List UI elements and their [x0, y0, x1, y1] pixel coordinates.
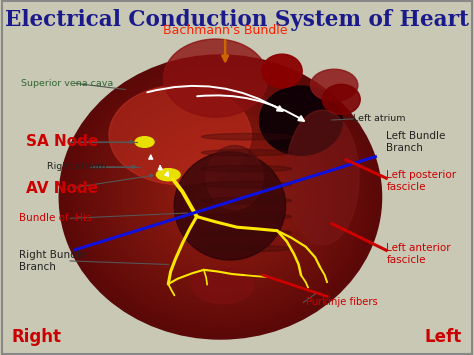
- Ellipse shape: [145, 131, 296, 263]
- Ellipse shape: [85, 77, 356, 317]
- Ellipse shape: [132, 120, 309, 274]
- Ellipse shape: [135, 137, 154, 147]
- Ellipse shape: [155, 139, 286, 255]
- Ellipse shape: [151, 136, 290, 258]
- Ellipse shape: [201, 133, 292, 140]
- Ellipse shape: [322, 84, 360, 114]
- Ellipse shape: [199, 179, 242, 215]
- Text: Bundle of  His: Bundle of His: [19, 213, 91, 223]
- Ellipse shape: [59, 55, 382, 339]
- Ellipse shape: [161, 145, 280, 249]
- Ellipse shape: [119, 108, 321, 286]
- Text: Left atrium: Left atrium: [353, 114, 406, 124]
- Ellipse shape: [113, 103, 328, 291]
- Ellipse shape: [156, 169, 180, 181]
- Ellipse shape: [129, 117, 312, 277]
- Ellipse shape: [186, 167, 255, 227]
- Ellipse shape: [177, 159, 264, 235]
- Ellipse shape: [65, 61, 375, 333]
- Text: Bachmann's Bundle: Bachmann's Bundle: [163, 24, 287, 37]
- Ellipse shape: [201, 149, 292, 156]
- Ellipse shape: [139, 125, 302, 269]
- Ellipse shape: [192, 268, 254, 304]
- Ellipse shape: [206, 146, 263, 209]
- Ellipse shape: [136, 122, 305, 272]
- Ellipse shape: [209, 187, 232, 207]
- Ellipse shape: [202, 181, 238, 213]
- Ellipse shape: [75, 69, 366, 325]
- Ellipse shape: [201, 181, 292, 188]
- Text: SA Node: SA Node: [26, 135, 98, 149]
- Ellipse shape: [212, 190, 229, 204]
- Text: Right Bundle
Branch: Right Bundle Branch: [19, 250, 86, 272]
- Ellipse shape: [190, 170, 251, 224]
- Ellipse shape: [171, 153, 270, 241]
- Text: Right: Right: [12, 328, 62, 346]
- Ellipse shape: [201, 213, 292, 220]
- Ellipse shape: [158, 142, 283, 252]
- Ellipse shape: [104, 94, 337, 300]
- Ellipse shape: [142, 128, 299, 266]
- Ellipse shape: [164, 39, 268, 117]
- Ellipse shape: [201, 165, 292, 172]
- Ellipse shape: [196, 176, 245, 218]
- Ellipse shape: [123, 111, 318, 283]
- Text: AV Node: AV Node: [26, 181, 98, 196]
- Ellipse shape: [110, 100, 331, 294]
- Ellipse shape: [69, 64, 372, 331]
- Ellipse shape: [262, 54, 302, 88]
- Ellipse shape: [180, 162, 261, 233]
- Ellipse shape: [164, 148, 277, 246]
- Ellipse shape: [192, 173, 248, 221]
- Text: Purkinje fibers: Purkinje fibers: [306, 297, 377, 307]
- Ellipse shape: [78, 72, 363, 322]
- Ellipse shape: [205, 184, 236, 210]
- Ellipse shape: [148, 133, 292, 261]
- Ellipse shape: [88, 80, 353, 314]
- Ellipse shape: [63, 58, 378, 336]
- Text: Left Bundle
Branch: Left Bundle Branch: [386, 131, 446, 153]
- Ellipse shape: [94, 86, 346, 308]
- Text: Electrical Conduction System of Heart: Electrical Conduction System of Heart: [5, 9, 469, 31]
- Ellipse shape: [201, 245, 292, 252]
- Ellipse shape: [107, 97, 334, 297]
- Text: Left posterior
fascicle: Left posterior fascicle: [386, 170, 456, 192]
- Ellipse shape: [259, 86, 342, 155]
- Ellipse shape: [109, 85, 251, 185]
- Ellipse shape: [82, 75, 359, 320]
- Ellipse shape: [167, 151, 273, 244]
- Ellipse shape: [215, 192, 226, 202]
- Ellipse shape: [201, 197, 292, 204]
- Ellipse shape: [310, 69, 358, 101]
- Ellipse shape: [100, 92, 340, 302]
- Ellipse shape: [126, 114, 315, 280]
- Ellipse shape: [91, 83, 350, 311]
- Text: Left anterior
fascicle: Left anterior fascicle: [386, 243, 451, 264]
- Text: Superior vena cava: Superior vena cava: [21, 79, 114, 88]
- Ellipse shape: [173, 156, 267, 238]
- Ellipse shape: [183, 164, 258, 230]
- Ellipse shape: [72, 66, 369, 328]
- Ellipse shape: [97, 89, 344, 305]
- Ellipse shape: [201, 229, 292, 236]
- Ellipse shape: [117, 105, 324, 289]
- Text: Right atrium: Right atrium: [47, 162, 107, 171]
- Ellipse shape: [285, 110, 359, 245]
- Text: Left: Left: [425, 328, 462, 346]
- Ellipse shape: [174, 152, 285, 260]
